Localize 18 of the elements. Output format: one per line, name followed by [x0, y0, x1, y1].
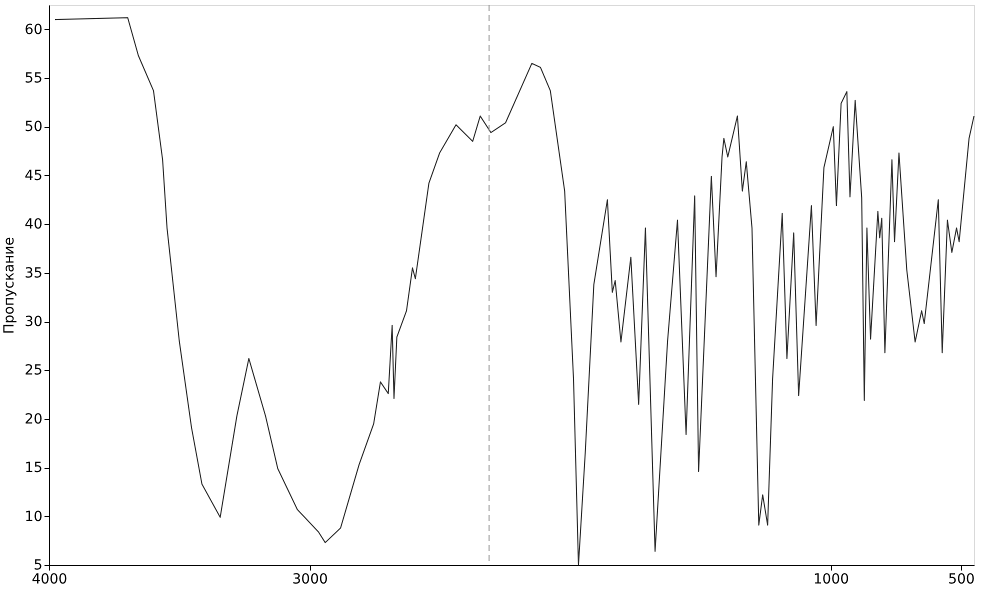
y-tick-label: 30 [24, 314, 42, 330]
y-tick-label: 60 [24, 22, 42, 38]
y-tick-label: 50 [24, 119, 42, 136]
x-tick-label: 500 [948, 572, 975, 588]
y-tick-label: 35 [24, 265, 42, 282]
y-tick-label: 55 [24, 70, 42, 87]
y-tick-label: 40 [24, 216, 42, 233]
x-tick-label: 3000 [292, 572, 328, 588]
x-tick-label: 4000 [32, 572, 68, 588]
line-series [54, 17, 975, 566]
y-tick-label: 25 [24, 362, 42, 379]
y-tick-label: 20 [24, 411, 42, 428]
y-tick-label: 10 [24, 508, 42, 525]
y-axis-title: Пропускание [2, 236, 18, 334]
y-tick-label: 15 [24, 460, 42, 476]
y-tick-label: 5 [34, 558, 42, 574]
x-tick-label: 1000 [813, 572, 850, 588]
y-tick-label: 45 [24, 168, 42, 184]
